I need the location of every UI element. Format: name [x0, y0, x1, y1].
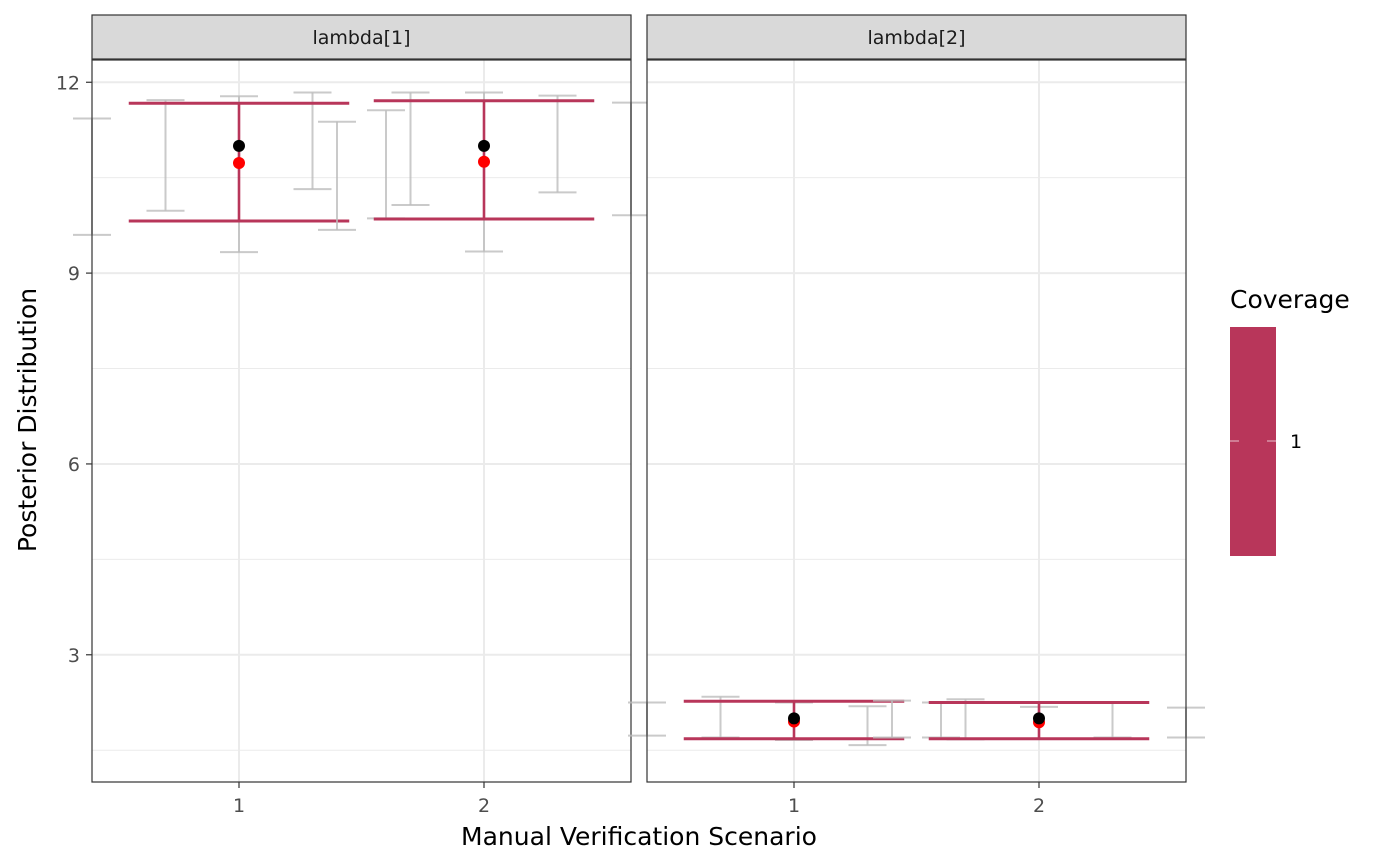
- group-scenario-2: [873, 698, 1205, 741]
- facet-panel-1: lambda[1]: [73, 14, 650, 783]
- legend: Coverage 1: [1230, 285, 1350, 556]
- x-tick-label: 1: [788, 795, 800, 817]
- black-point: [788, 712, 800, 725]
- replicate-errorbar: [873, 699, 911, 739]
- x-tick-label: 2: [478, 795, 490, 817]
- x-tick-label: 1: [233, 795, 245, 817]
- black-point: [233, 139, 245, 152]
- red-point: [478, 155, 490, 168]
- replicate-errorbar: [293, 91, 332, 191]
- y-tick-label: 12: [56, 72, 80, 94]
- facet-panel-2: lambda[2]: [628, 14, 1205, 783]
- facet-strip: [91, 14, 632, 60]
- legend-title: Coverage: [1230, 285, 1350, 314]
- facet-strip: [646, 14, 1187, 60]
- x-axis-title: Manual Verification Scenario: [461, 822, 817, 851]
- replicate-errorbar: [318, 120, 356, 231]
- y-tick-label: 3: [68, 645, 80, 667]
- x-tick-label: 2: [1033, 795, 1045, 817]
- y-tick-label: 6: [68, 454, 80, 476]
- y-axis-title: Posterior Distribution: [13, 288, 42, 552]
- replicate-errorbar: [538, 94, 577, 194]
- panels-layer: lambda[1] lambda[2]: [73, 14, 1205, 783]
- facet-strip-label: lambda[2]: [867, 27, 965, 49]
- facet-strip-label: lambda[1]: [312, 27, 410, 49]
- y-tick-label: 9: [68, 263, 80, 285]
- replicate-errorbar: [391, 91, 430, 207]
- black-point: [478, 139, 490, 152]
- panel-background: [92, 60, 631, 782]
- panel-border: [91, 59, 632, 783]
- group-scenario-2: [318, 91, 650, 253]
- panel-background: [647, 60, 1186, 782]
- black-point: [1033, 712, 1045, 725]
- legend-label: 1: [1290, 431, 1302, 453]
- panel-border: [646, 59, 1187, 783]
- red-point: [233, 157, 245, 170]
- replicate-errorbar: [146, 99, 185, 212]
